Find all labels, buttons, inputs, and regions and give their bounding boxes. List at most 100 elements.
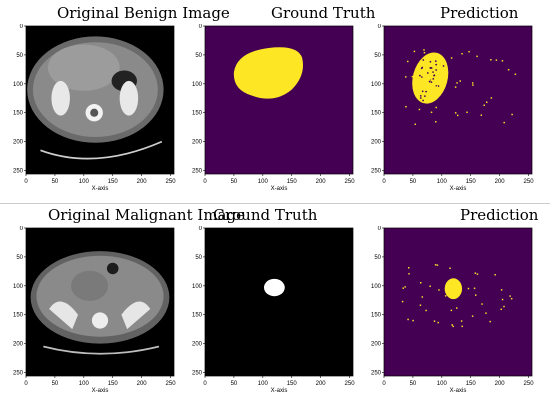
y-tick-label: 0 [378,226,382,232]
prediction-speckle [494,274,496,276]
prediction-speckle [490,59,492,61]
x-tick-label: 0 [24,179,28,185]
x-tick-label: 200 [316,381,327,387]
prediction-background [384,26,532,174]
x-tick-label: 150 [466,381,477,387]
y-tick-label: 100 [371,284,382,290]
title-prediction-2: Prediction [460,206,539,224]
prediction-speckle [455,307,458,309]
prediction-speckle [461,53,463,55]
prediction-speckle [454,278,456,281]
prediction-hole [422,99,424,102]
prediction-speckle [437,321,439,324]
prediction-speckle [474,272,477,274]
x-tick-label: 250 [345,381,356,387]
prediction-speckle [407,318,409,321]
y-tick-label: 50 [374,255,381,261]
x-tick-label: 200 [137,179,148,185]
mask-layer [233,47,304,99]
tumor-mask [263,278,285,297]
y-tick-label: 200 [192,342,203,348]
panel-benign-ct: 0 50 100 150 200 250 0 50 100 150 200 250 X-axis [8,24,188,204]
x-tick-label: 150 [287,179,298,185]
y-tick-label: 200 [13,140,24,146]
axes-frame [204,227,354,377]
title-ground-truth-1: Ground Truth [271,4,376,22]
prediction-speckle [460,320,463,322]
y-tick-label: 100 [192,82,203,88]
prediction-speckle [472,84,474,86]
prediction-speckle [449,286,451,289]
x-tick-label: 200 [495,179,506,185]
x-tick-label: 150 [466,179,477,185]
prediction-speckle [468,50,470,53]
prediction-speckle [503,305,505,308]
prediction-speckle [430,71,433,73]
prediction-hole [442,65,445,67]
y-tick-label: 150 [371,111,382,117]
prediction-speckle [454,86,457,88]
prediction-speckle [433,320,436,322]
prediction-layer [405,49,517,126]
x-tick-label: 250 [166,381,177,387]
prediction-speckle [500,308,502,311]
y-tick-label: 0 [20,226,24,232]
x-tick-label: 50 [52,179,59,185]
title-prediction-1: Prediction [440,4,519,22]
panel-malignant-prediction: 0 50 100 150 200 250 0 50 100 150 200 250 X-axis [366,226,546,406]
prediction-speckle [476,55,478,58]
prediction-speckle [451,324,453,326]
x-tick-label: 100 [437,179,448,185]
prediction-speckle [489,320,491,323]
prediction-speckle [435,106,437,109]
x-tick-label: 100 [79,381,90,387]
prediction-hole [430,81,433,83]
prediction-speckle [509,295,511,297]
prediction-speckle [404,286,406,288]
prediction-speckle [429,285,431,287]
x-tick-label: 250 [524,179,535,185]
prediction-speckle [474,294,477,296]
prediction-speckle [408,273,410,275]
prediction-speckle [408,267,410,269]
predicted-region [412,52,449,104]
sacrum [91,312,109,329]
y-tick-label: 200 [192,140,203,146]
ct-scan [30,251,170,355]
y-tick-label: 50 [195,255,202,261]
prediction-background [384,228,532,376]
prediction-speckle [438,289,440,291]
prediction-speckle [473,287,476,290]
prediction-hole [426,72,429,74]
prediction-hole [430,67,432,69]
prediction-hole [442,98,444,101]
title-original-malignant: Original Malignant Image [48,206,245,224]
x-tick-label: 50 [52,381,59,387]
y-tick-label: 250 [371,169,382,175]
panel-benign-prediction: 0 50 100 150 200 250 0 50 100 150 200 250 X-axis [366,24,546,204]
x-axis-label: X-axis [450,388,467,394]
prediction-speckle [405,105,407,108]
prediction-speckle [423,49,425,51]
prediction-speckle [436,264,439,266]
mask-layer [263,278,285,297]
y-tick-label: 100 [192,284,203,290]
prediction-speckle [421,296,424,298]
prediction-speckle [471,82,474,84]
prediction-speckle [419,282,422,284]
prediction-speckle [490,97,493,99]
prediction-speckle [423,51,426,54]
prediction-speckle [402,287,404,289]
y-tick-label: 0 [20,24,24,30]
x-tick-label: 50 [231,179,238,185]
prediction-speckle [481,303,483,305]
right-pelvic-bone [121,301,151,330]
prediction-speckle [429,78,431,81]
x-tick-label: 150 [108,179,119,185]
prediction-speckle [500,289,503,291]
x-tick-label: 100 [437,381,448,387]
prediction-speckle [450,57,453,59]
